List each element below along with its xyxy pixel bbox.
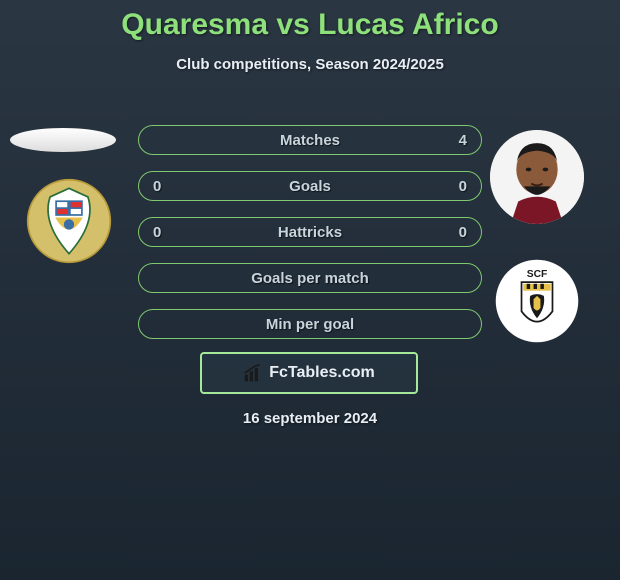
stat-row-goals-per-match: Goals per match xyxy=(138,263,482,293)
player-right-avatar xyxy=(490,130,584,224)
stat-label: Matches xyxy=(280,132,340,149)
date-label: 16 september 2024 xyxy=(0,410,620,427)
page-title: Quaresma vs Lucas Africo xyxy=(0,0,620,42)
svg-text:SCF: SCF xyxy=(527,269,548,280)
player-left-avatar xyxy=(10,128,116,152)
branding-box[interactable]: FcTables.com xyxy=(200,352,418,394)
branding-text: FcTables.com xyxy=(269,364,375,382)
shield-icon xyxy=(26,178,112,264)
club-left-crest xyxy=(26,178,112,264)
page-subtitle: Club competitions, Season 2024/2025 xyxy=(0,56,620,73)
stat-label: Min per goal xyxy=(266,316,354,333)
stat-right-value: 4 xyxy=(459,132,467,149)
stat-left-value: 0 xyxy=(153,224,161,241)
stat-label: Hattricks xyxy=(278,224,342,241)
stat-right-value: 0 xyxy=(459,178,467,195)
stats-list: Matches 4 0 Goals 0 0 Hattricks 0 Goals … xyxy=(138,125,482,355)
stat-left-value: 0 xyxy=(153,178,161,195)
stat-label: Goals per match xyxy=(251,270,369,287)
stat-row-goals: 0 Goals 0 xyxy=(138,171,482,201)
stat-row-min-per-goal: Min per goal xyxy=(138,309,482,339)
club-right-crest: SCF xyxy=(494,258,580,344)
stat-right-value: 0 xyxy=(459,224,467,241)
stat-label: Goals xyxy=(289,178,331,195)
shield-icon: SCF xyxy=(494,258,580,344)
face-icon xyxy=(490,130,584,224)
bar-chart-icon xyxy=(243,363,263,383)
stat-row-matches: Matches 4 xyxy=(138,125,482,155)
stat-row-hattricks: 0 Hattricks 0 xyxy=(138,217,482,247)
